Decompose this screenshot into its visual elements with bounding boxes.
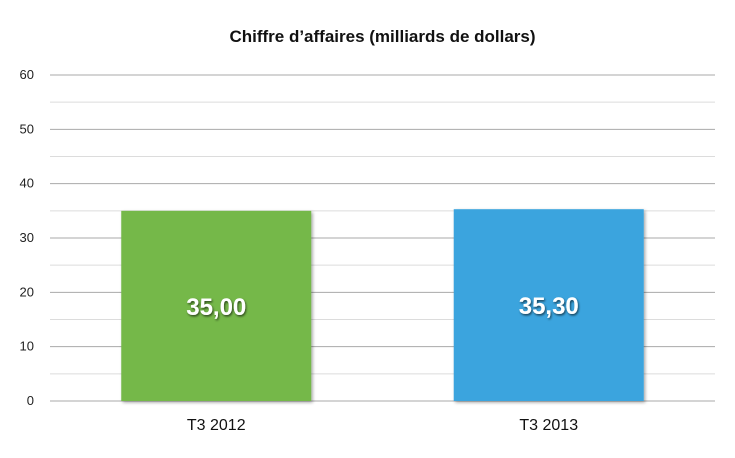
- y-tick-label: 30: [20, 230, 34, 245]
- y-tick-label: 20: [20, 284, 34, 299]
- bar: [453, 209, 644, 401]
- bar: [121, 210, 312, 401]
- y-tick-label: 60: [20, 67, 34, 82]
- bar-value-label: 35,00: [186, 294, 246, 321]
- x-tick-label: T3 2012: [187, 417, 246, 434]
- x-tick-label: T3 2013: [519, 417, 578, 434]
- y-tick-label: 40: [20, 176, 34, 191]
- y-tick-label: 50: [20, 121, 34, 136]
- y-tick-label: 0: [27, 393, 34, 408]
- bar-value-label: 35,30: [519, 293, 579, 320]
- y-tick-label: 10: [20, 339, 34, 354]
- chart-title: Chiffre d’affaires (milliards de dollars…: [229, 27, 536, 46]
